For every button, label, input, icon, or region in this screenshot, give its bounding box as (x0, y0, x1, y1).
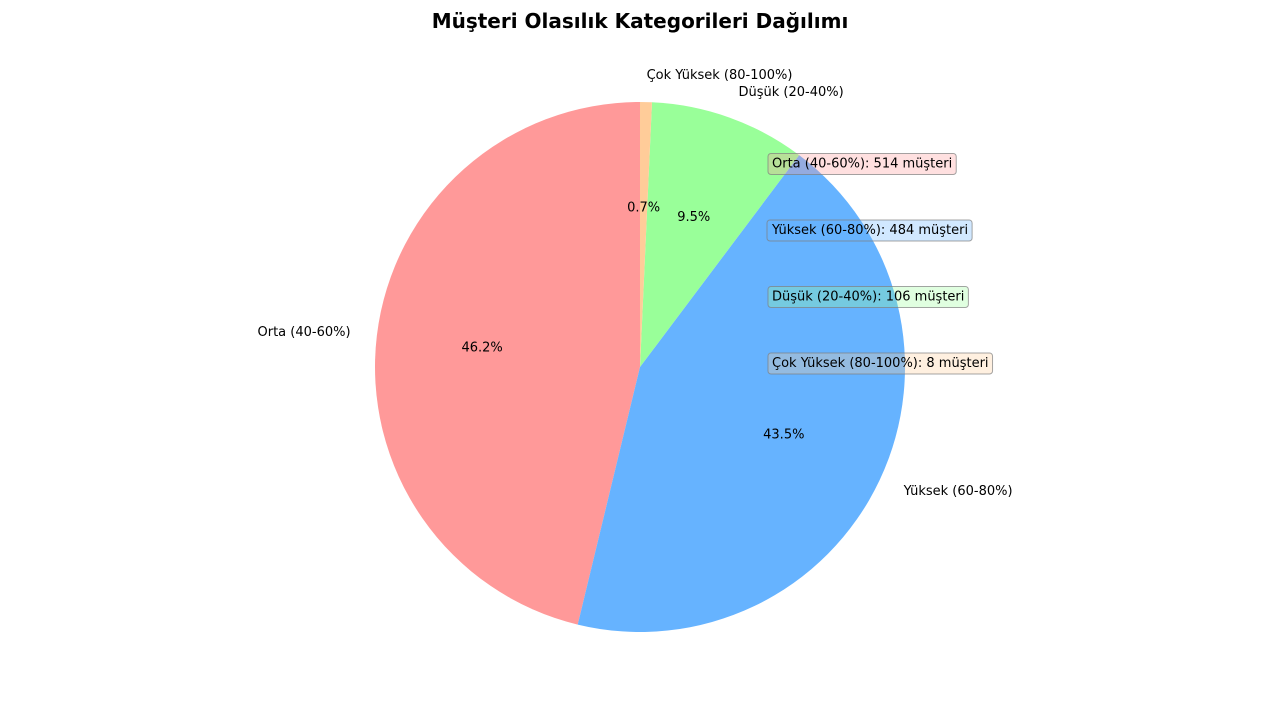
slice-label-3: Çok Yüksek (80-100%) (647, 68, 793, 83)
slice-label-1: Yüksek (60-80%) (903, 484, 1013, 499)
annotation-box-0 (767, 153, 957, 175)
annotation-text-3: Çok Yüksek (80-100%): 8 müşteri (772, 356, 989, 371)
annotation-0: Orta (40-60%): 514 müşteri (767, 153, 957, 175)
slice-percent-0: 46.2% (461, 341, 502, 356)
pie-slice-3 (640, 102, 652, 367)
pie-slice-0 (375, 102, 640, 625)
slice-percent-1: 43.5% (763, 427, 804, 442)
annotation-text-0: Orta (40-60%): 514 müşteri (772, 157, 952, 172)
annotation-box-3 (767, 352, 994, 375)
annotation-2: Düşük (20-40%): 106 müşteri (767, 286, 969, 308)
slice-label-0: Orta (40-60%) (258, 325, 351, 340)
annotation-box-2 (767, 286, 969, 308)
annotation-text-2: Düşük (20-40%): 106 müşteri (772, 290, 964, 305)
annotation-box-1 (766, 219, 973, 242)
annotation-3: Çok Yüksek (80-100%): 8 müşteri (767, 352, 994, 375)
annotation-text-1: Yüksek (60-80%): 484 müşteri (771, 223, 968, 238)
pie-slice-1 (577, 155, 906, 632)
slice-percent-3: 0.7% (627, 201, 660, 216)
slice-percent-2: 9.5% (677, 210, 710, 225)
slice-label-2: Düşük (20-40%) (738, 85, 843, 100)
chart-title: Müşteri Olasılık Kategorileri Dağılımı (432, 9, 849, 33)
annotation-1: Yüksek (60-80%): 484 müşteri (766, 219, 973, 242)
pie-slice-2 (640, 102, 800, 367)
